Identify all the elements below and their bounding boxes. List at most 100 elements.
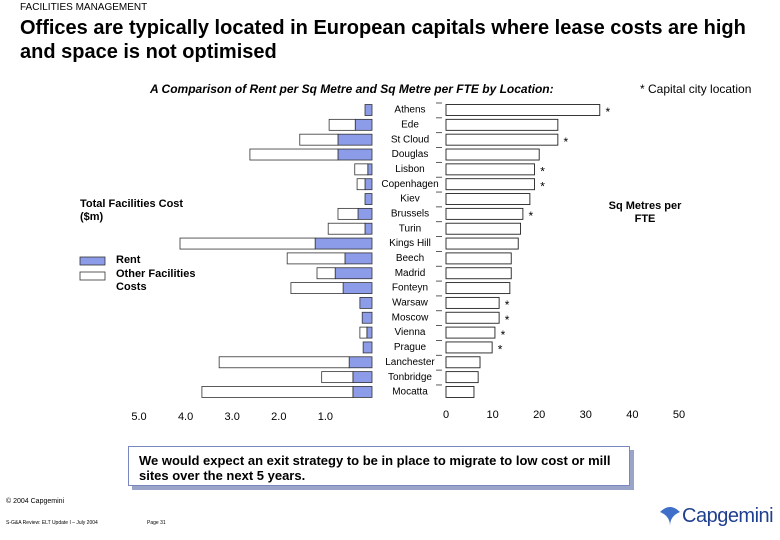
cost-bar [337,207,359,220]
sqm-bar [445,148,540,161]
legend-label: Rent [116,254,141,266]
axis-label: Sq Metres per FTE [608,200,682,225]
sqm-bar [445,356,481,369]
axis-label: Total Facilities Cost ($m) [80,198,184,223]
cost-bar [356,178,366,191]
location-label: Copenhagen [381,179,438,190]
x-tick-label: 40 [626,409,638,421]
x-tick-label: 10 [486,409,498,421]
footer-copyright: © 2004 Capgemini [6,498,65,505]
location-label: Douglas [392,149,429,160]
location-label: Beech [396,253,424,264]
sqm-bar [445,386,475,398]
cost-bar [316,267,336,280]
x-tick-label: 4.0 [178,411,193,423]
capital-marker: * [529,209,534,223]
cost-bar [364,178,373,191]
x-tick-label: 2.0 [271,411,286,423]
cost-bar [357,207,373,220]
cost-bar [344,252,373,265]
cost-bar [364,104,373,116]
location-label: Warsaw [392,298,429,309]
location-label: Turin [399,223,421,234]
cost-bar [328,118,356,131]
location-label: St Cloud [391,134,429,145]
location-label: Tonbridge [388,372,432,383]
cost-bar [359,326,368,339]
location-label: Kings Hill [389,238,431,249]
cost-bar [327,222,366,235]
x-tick-label: 50 [673,409,685,421]
location-label: Fonteyn [392,283,428,294]
cost-bar [286,252,346,265]
cost-bar [364,222,373,235]
capital-marker: * [564,135,569,149]
callout: We would expect an exit strategy to be i… [128,446,630,486]
sqm-bar [445,267,512,280]
legend-swatch [79,271,106,281]
x-tick-label: 30 [580,409,592,421]
cost-bar [348,356,373,369]
cost-bar [359,297,373,309]
sqm-bar [445,207,524,220]
location-label: Mocatta [392,387,428,398]
cost-bar [366,326,373,339]
cost-bar [352,386,373,398]
legend-swatch [79,256,106,266]
location-label: Athens [394,105,425,116]
legend-label: Other Facilities Costs [116,268,196,293]
cost-bar [352,371,373,384]
sqm-bar [445,282,511,295]
cost-bar [218,356,350,369]
sqm-bar [445,178,535,191]
location-label: Ede [401,119,419,130]
capital-note: * Capital city location [640,82,752,96]
location-label: Brussels [391,209,429,220]
sqm-bar [445,193,531,205]
location-label: Moscow [392,312,429,323]
x-tick-label: 20 [533,409,545,421]
location-label: Lisbon [395,164,424,175]
sqm-bar [445,222,522,235]
sqm-bar [445,326,496,339]
capital-marker: * [540,165,545,179]
cost-bar [337,133,373,146]
capital-marker: * [501,328,506,342]
sqm-bar [445,104,601,116]
x-tick-label: 0 [443,409,449,421]
footer-document: S-G&A Review: ELT Update I – July 2004 [6,520,98,526]
sqm-bar [445,118,559,131]
location-label: Prague [394,342,427,353]
location-label: Madrid [395,268,426,279]
cost-bar [354,163,369,176]
capital-marker: * [498,343,503,357]
capital-marker: * [505,298,510,312]
capital-marker: * [605,105,610,119]
capital-marker: * [505,313,510,327]
chart-title: A Comparison of Rent per Sq Metre and Sq… [150,82,554,96]
cost-bar [314,237,373,250]
cost-bar [290,282,344,294]
sqm-bar [445,133,559,146]
cost-bar [364,193,373,205]
logo: Capgemini [682,505,774,527]
location-label: Vienna [395,327,426,338]
sqm-bar [445,237,519,250]
sqm-bar [445,341,493,354]
cost-bar [321,371,354,384]
x-tick-label: 3.0 [225,411,240,423]
cost-bar [362,341,373,354]
footer-page: Page 31 [147,520,166,526]
section-label: FACILITIES MANAGEMENT [20,2,148,13]
cost-bar [361,311,373,324]
sqm-bar [445,371,479,384]
x-tick-label: 1.0 [318,411,333,423]
cost-bar [299,133,339,146]
logo-icon [660,507,680,526]
cost-bar [201,386,354,398]
x-tick-label: 5.0 [131,411,146,423]
slide-title: Offices are typically located in Europea… [20,17,746,63]
cost-bar [337,148,373,161]
cost-bar [354,118,373,131]
